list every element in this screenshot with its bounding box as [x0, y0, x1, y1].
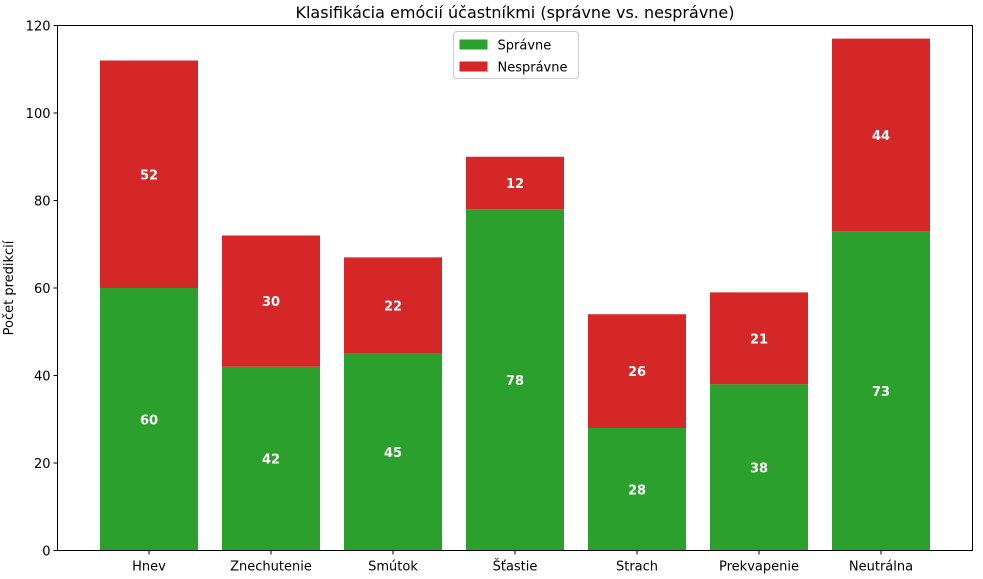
bar-value-label: 73 — [872, 385, 890, 400]
bar-correct — [100, 288, 198, 551]
bar-incorrect — [832, 38, 930, 232]
y-tick-label: 80 — [34, 195, 51, 210]
x-tick-label: Šťastie — [493, 559, 538, 575]
bar-incorrect — [710, 292, 808, 385]
bar-value-label: 21 — [750, 332, 768, 347]
bar-correct — [588, 428, 686, 551]
bar-incorrect — [100, 60, 198, 288]
bar-correct — [466, 209, 564, 551]
legend: Správne Nesprávne — [453, 31, 579, 79]
bar-value-label: 30 — [262, 295, 280, 310]
bar-value-label: 38 — [750, 461, 768, 476]
bar-correct — [710, 384, 808, 551]
plot-frame — [57, 25, 973, 551]
bars-group — [100, 38, 930, 551]
y-axis: 0 20 40 60 80 100 120 — [26, 20, 58, 560]
y-tick-label: 40 — [34, 370, 51, 385]
y-axis-label: Počet predikcií — [2, 240, 17, 335]
x-tick-label: Neutrálna — [849, 560, 913, 575]
bar-value-label: 22 — [384, 300, 402, 315]
x-tick-label: Hnev — [132, 560, 166, 575]
legend-swatch — [459, 61, 488, 72]
bar-value-label: 60 — [140, 413, 158, 428]
legend-label: Nesprávne — [498, 61, 568, 76]
bar-value-label: 26 — [628, 365, 646, 380]
bar-correct — [832, 231, 930, 551]
bar-correct — [344, 353, 442, 551]
x-tick-label: Znechutenie — [230, 560, 312, 575]
bar-value-label: 44 — [872, 129, 890, 144]
legend-swatch — [459, 39, 488, 50]
x-tick-label: Prekvapenie — [719, 560, 799, 575]
bar-value-label: 42 — [262, 453, 280, 468]
bar-incorrect — [466, 156, 564, 210]
bar-incorrect — [344, 257, 442, 354]
bar-incorrect — [588, 314, 686, 428]
bar-value-label: 52 — [140, 168, 158, 183]
y-tick-label: 60 — [34, 282, 51, 297]
bar-labels-group: 60 52 42 30 45 22 78 12 28 26 38 21 73 44 — [140, 129, 890, 498]
bar-value-label: 12 — [506, 177, 524, 192]
bar-correct — [222, 366, 320, 551]
y-tick-label: 120 — [26, 20, 51, 35]
bar-value-label: 28 — [628, 483, 646, 498]
x-axis: Hnev Znechutenie Smútok Šťastie Strach Prekva… — [132, 550, 913, 575]
y-tick-label: 100 — [26, 107, 51, 122]
chart-title: Klasifikácia emócií účastníkmi (správne … — [295, 3, 734, 22]
x-tick-label: Strach — [616, 560, 658, 575]
x-tick-label: Smútok — [368, 560, 418, 575]
y-tick-label: 20 — [34, 457, 51, 472]
bar-value-label: 45 — [384, 446, 402, 461]
legend-label: Správne — [498, 39, 552, 54]
bar-value-label: 78 — [506, 374, 524, 389]
y-tick-label: 0 — [42, 545, 50, 560]
bar-incorrect — [222, 235, 320, 367]
